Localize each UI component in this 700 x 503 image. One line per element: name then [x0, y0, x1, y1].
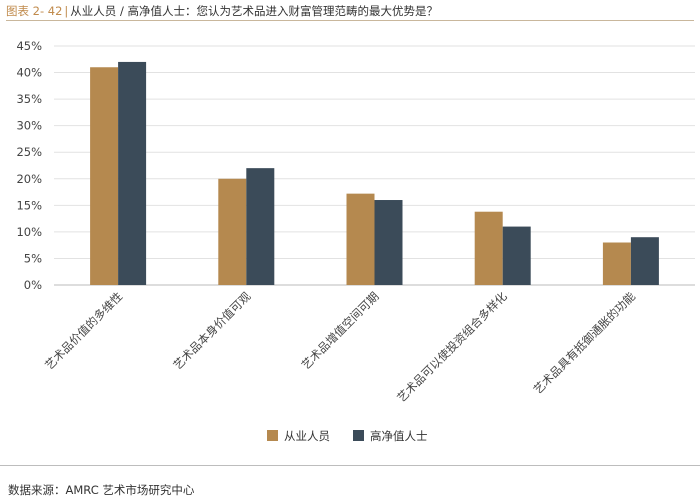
bar-hnwi — [502, 226, 531, 285]
figure-separator: | — [64, 4, 69, 18]
y-tick-label: 10% — [16, 225, 42, 239]
legend: 从业人员 高净值人士 — [267, 429, 428, 443]
y-tick-label: 25% — [16, 145, 42, 159]
bar-hnwi — [630, 237, 659, 285]
y-tick-label: 20% — [16, 172, 42, 186]
y-axis-ticks: 0% 5% 10% 15% 20% 25% 30% 35% 40% 45% — [16, 39, 42, 292]
bar-hnwi — [246, 168, 275, 285]
bar-practitioners — [474, 211, 503, 285]
x-category-label: 艺术品增值空间可期 — [299, 289, 382, 372]
bar-practitioners — [218, 178, 247, 285]
x-category-label: 艺术品本身价值可观 — [170, 289, 253, 372]
x-category-label: 艺术品可以使投资组合多样化 — [394, 289, 510, 405]
x-category-label: 艺术品具有抵御通胀的功能 — [531, 289, 639, 397]
y-tick-label: 35% — [16, 92, 42, 106]
bar-chart: 0%5%10%15%20%25%30%35%40%45% 艺术品价值的多维性 艺术… — [16, 39, 695, 443]
bar-hnwi — [374, 200, 403, 285]
y-tick-label: 5% — [24, 251, 42, 265]
legend-swatch — [267, 430, 278, 441]
source-note: 数据来源：AMRC 艺术市场研究中心 — [8, 483, 195, 497]
chart-title: 从业人员 / 高净值人士：您认为艺术品进入财富管理范畴的最大优势是？ — [70, 4, 438, 18]
y-tick-label: 15% — [16, 198, 42, 212]
figure-header: 图表 2- 42 | 从业人员 / 高净值人士：您认为艺术品进入财富管理范畴的最大优… — [6, 3, 438, 19]
legend-label: 高净值人士 — [370, 429, 428, 443]
y-tick-label: 0% — [24, 278, 42, 292]
bar-hnwi — [118, 61, 147, 285]
header-rule — [6, 20, 694, 21]
legend-label: 从业人员 — [284, 429, 330, 443]
bar-practitioners — [346, 193, 375, 285]
x-category-label: 艺术品价值的多维性 — [42, 289, 125, 372]
bar-practitioners — [602, 242, 631, 285]
legend-swatch — [353, 430, 364, 441]
y-tick-label: 40% — [16, 66, 42, 80]
x-axis-categories: 艺术品价值的多维性 艺术品本身价值可观 艺术品增值空间可期 艺术品可以使投资组合多样化… — [42, 289, 638, 405]
y-tick-label: 30% — [16, 119, 42, 133]
footer-rule — [0, 465, 700, 466]
bar-practitioners — [90, 67, 119, 285]
figure-label: 图表 2- 42 — [6, 4, 63, 18]
y-tick-label: 45% — [16, 39, 42, 53]
bars — [90, 61, 659, 285]
